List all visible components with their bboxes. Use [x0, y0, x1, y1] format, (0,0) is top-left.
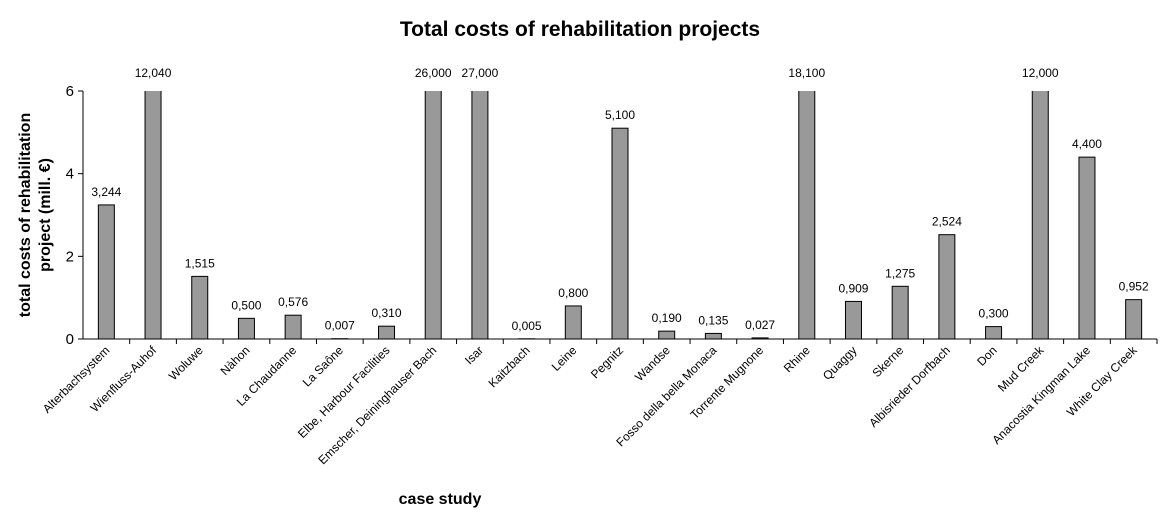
- y-axis-label: total costs of rehabilitation project (m…: [17, 113, 54, 317]
- x-tick-label: La Saône: [300, 343, 346, 389]
- bar: [378, 325, 396, 339]
- x-tick-label: Leine: [549, 343, 580, 374]
- data-label: 5,100: [605, 108, 635, 122]
- data-label: 0,576: [278, 295, 308, 309]
- bar: [751, 337, 769, 339]
- plot-area: [97, 91, 1143, 339]
- data-label: 1,275: [885, 266, 915, 280]
- bar: [284, 314, 302, 339]
- bar: [424, 91, 442, 339]
- data-label: 0,800: [558, 286, 588, 300]
- data-label: 12,040: [135, 66, 172, 80]
- bar: [1125, 299, 1143, 339]
- data-label: 0,190: [652, 311, 682, 325]
- x-tick-label: Quaggy: [820, 343, 860, 383]
- y-tick-label: 2: [66, 248, 74, 265]
- x-tick-label: Albisrieder Dorfbach: [866, 343, 953, 430]
- bar: [985, 326, 1003, 339]
- data-label: 26,000: [415, 66, 452, 80]
- data-label: 0,135: [698, 313, 728, 327]
- data-label: 0,500: [231, 298, 261, 312]
- x-tick-label: Wandse: [632, 343, 673, 384]
- x-tick-label: Pegnitz: [588, 343, 626, 381]
- data-label: 18,100: [788, 66, 825, 80]
- y-tick-label: 6: [66, 83, 74, 100]
- y-tick-label: 0: [66, 331, 74, 348]
- chart-title: Total costs of rehabilitation projects: [400, 18, 760, 41]
- data-label: 0,027: [745, 318, 775, 332]
- y-axis-label-line: project (mill. €): [37, 158, 54, 272]
- y-tick-label: 4: [66, 166, 74, 183]
- data-label: 27,000: [462, 66, 499, 80]
- x-tick-label: Rhine: [781, 343, 813, 375]
- bar: [844, 300, 862, 339]
- data-label: 0,310: [372, 306, 402, 320]
- data-label: 0,300: [979, 307, 1009, 321]
- x-axis-label: case study: [399, 491, 482, 508]
- data-label: 2,524: [932, 215, 962, 229]
- data-label: 1,515: [185, 256, 215, 270]
- x-tick-label: Nàhon: [218, 343, 253, 378]
- data-label: 3,244: [91, 185, 121, 199]
- bar: [564, 305, 582, 339]
- bar: [191, 275, 209, 339]
- bar: [471, 91, 489, 339]
- x-tick-label: Elbe, Harbour Facilities: [295, 343, 393, 441]
- x-tick-label: Kaitzbach: [486, 343, 533, 390]
- bar: [704, 332, 722, 339]
- data-label: 0,909: [838, 281, 868, 295]
- data-label: 12,000: [1022, 66, 1059, 80]
- data-label: 0,952: [1119, 280, 1149, 294]
- bar: [891, 285, 909, 339]
- bar: [1031, 91, 1049, 339]
- data-label: 0,007: [325, 319, 355, 333]
- data-label: 0,005: [512, 319, 542, 333]
- y-axis-label-line: total costs of rehabilitation: [17, 113, 34, 317]
- bar: [1078, 156, 1096, 339]
- x-tick-label: Isar: [462, 343, 486, 367]
- bar: [237, 317, 255, 339]
- bar: [658, 330, 676, 339]
- bar: [611, 127, 629, 339]
- x-tick-label: Don: [974, 343, 999, 368]
- bar: [144, 91, 162, 339]
- x-tick-label: Woluwe: [166, 343, 206, 383]
- bar: [938, 234, 956, 339]
- bar: [798, 91, 816, 339]
- x-tick-label: Skerne: [870, 343, 907, 380]
- data-label: 4,400: [1072, 137, 1102, 151]
- bar: [97, 204, 115, 339]
